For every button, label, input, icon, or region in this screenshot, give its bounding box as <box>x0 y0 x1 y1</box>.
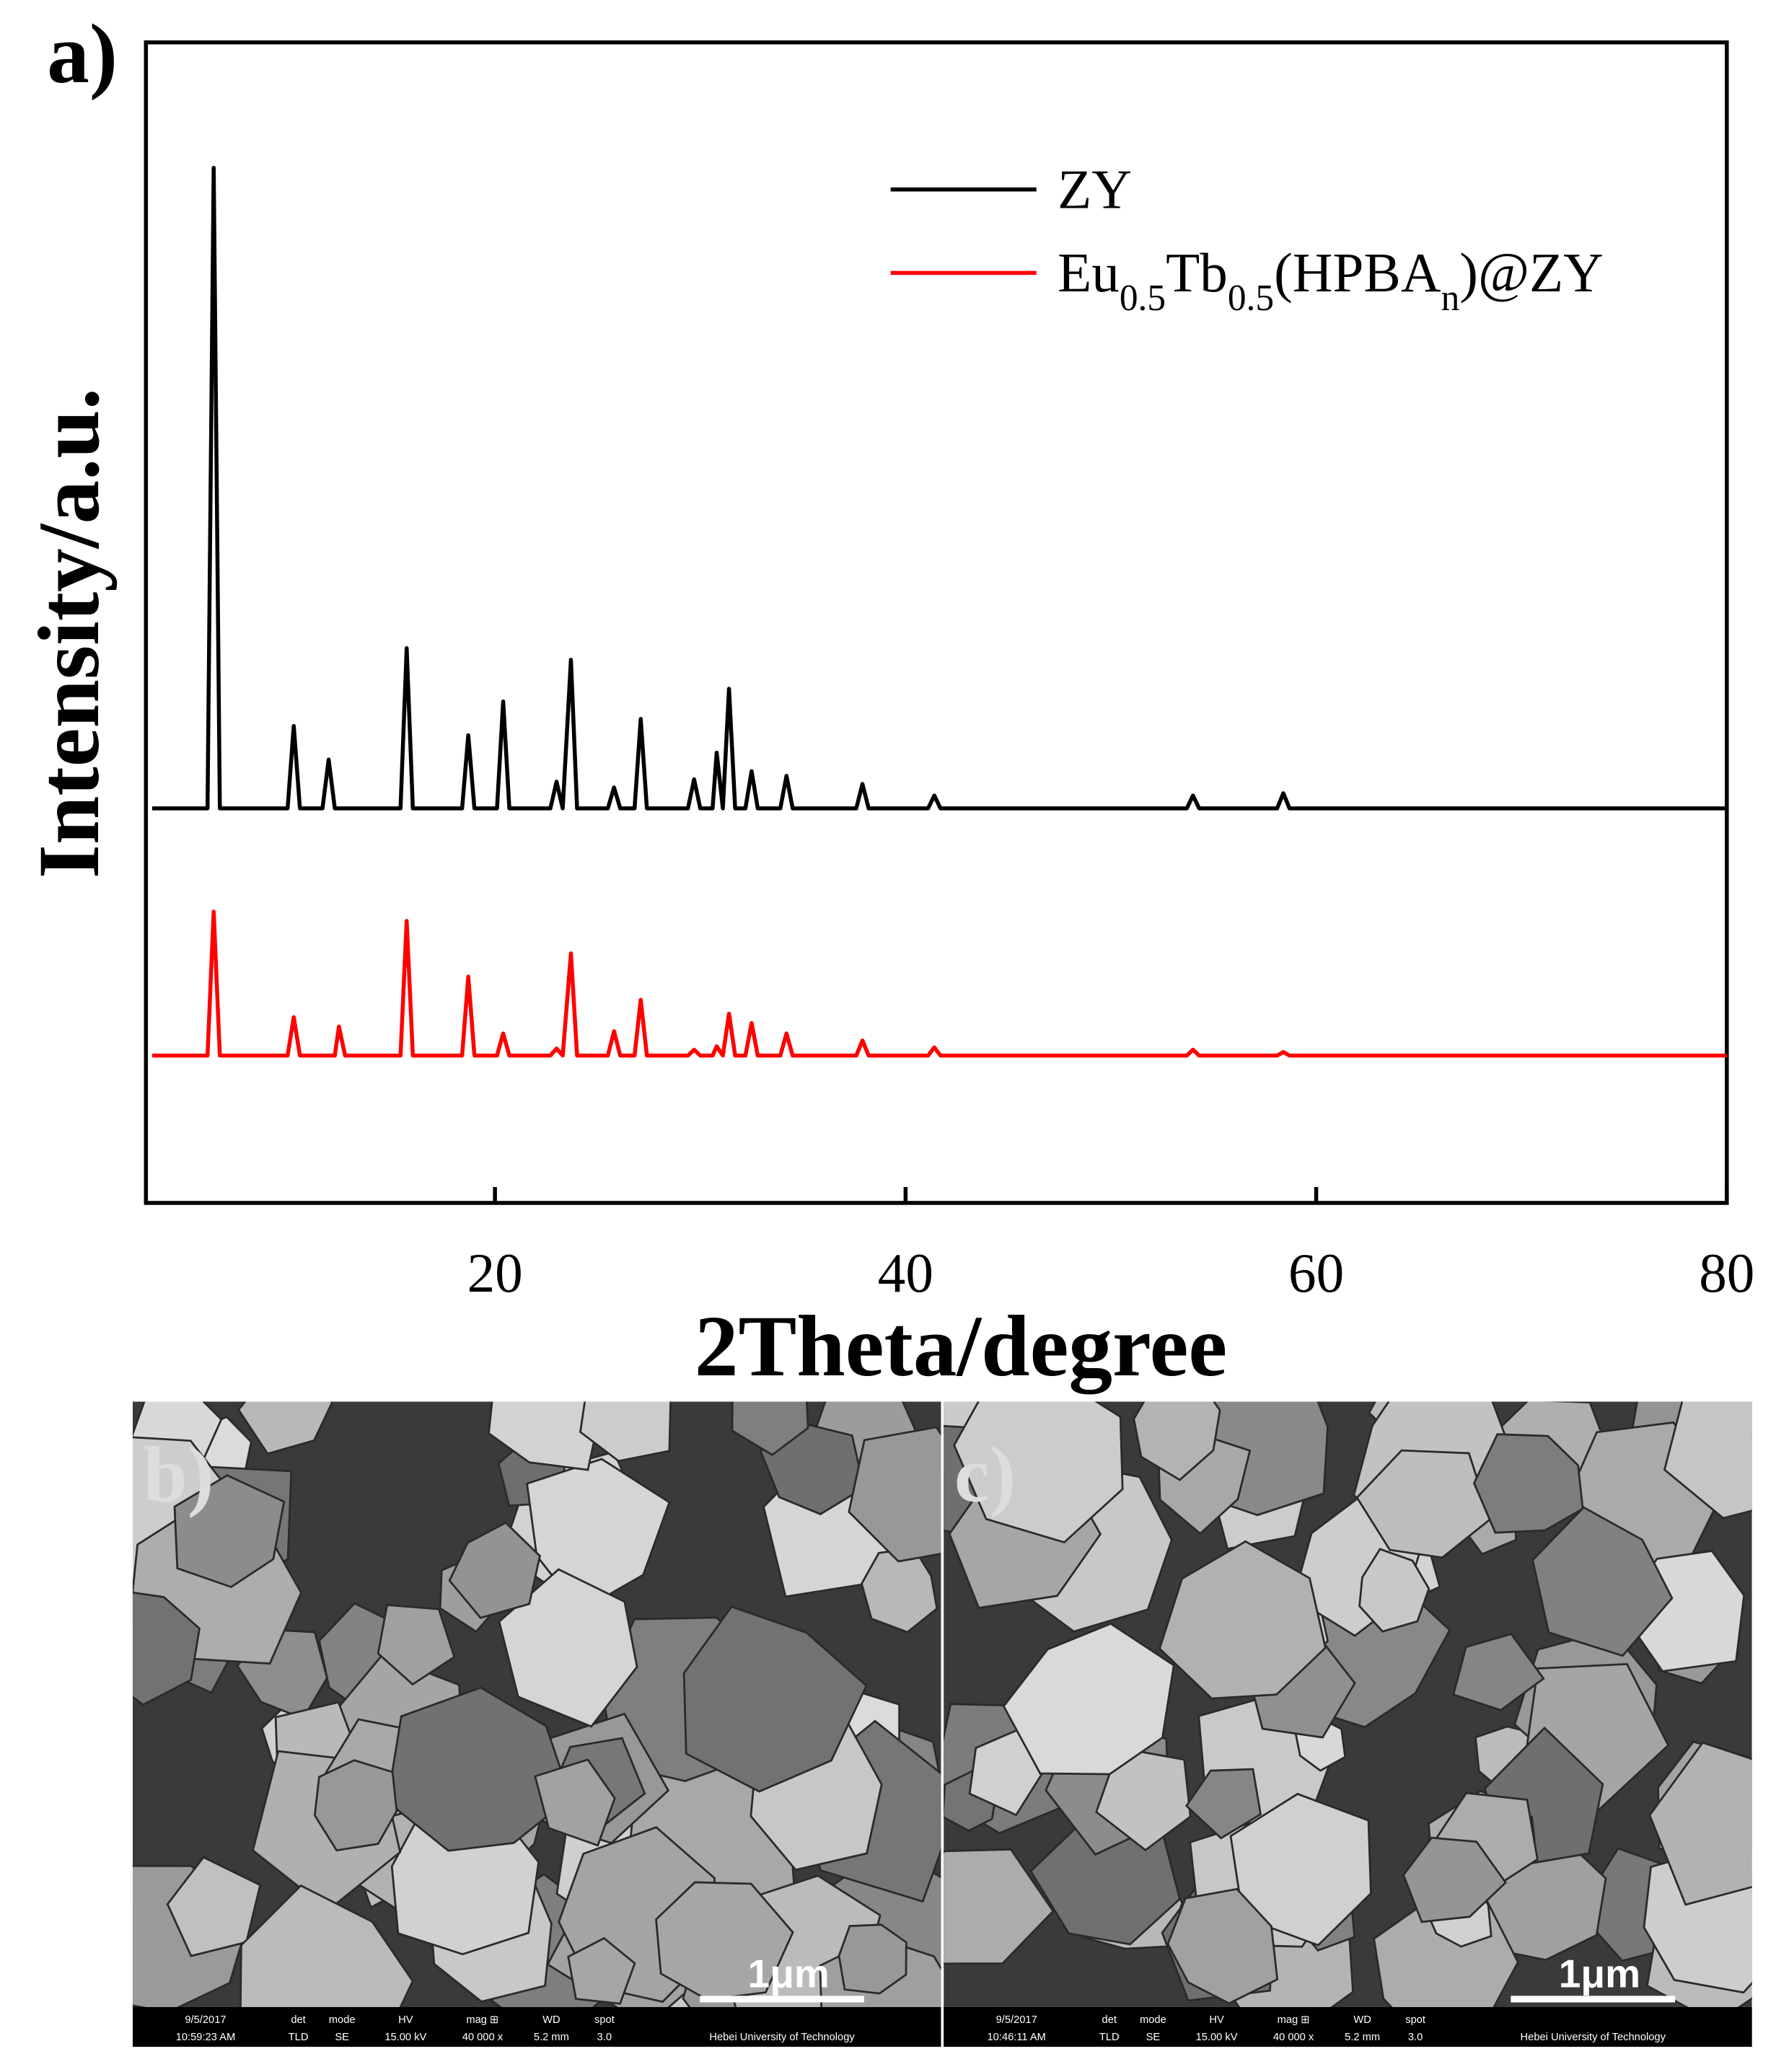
crystal <box>1648 1741 1752 1906</box>
crystal <box>953 1401 1124 1544</box>
x-axis-title: 2Theta/degree <box>695 1298 1227 1395</box>
crystal <box>1358 1548 1430 1633</box>
info-header: mag ⊞ <box>1278 2014 1310 2026</box>
crystal <box>1133 1401 1221 1481</box>
crystal <box>1159 1540 1327 1700</box>
info-value: 5.2 mm <box>1345 2032 1380 2043</box>
info-bar <box>132 2006 941 2047</box>
crystal <box>239 1884 414 2007</box>
crystal <box>1166 1887 1279 2005</box>
info-header: HV <box>1209 2014 1224 2026</box>
info-value: 5.2 mm <box>534 2032 569 2043</box>
plot-frame <box>144 40 1729 1205</box>
legend-text-part: (HPBA <box>1274 242 1441 304</box>
info-header: spot <box>594 2014 615 2026</box>
crystal <box>1002 1622 1175 1776</box>
crystal <box>838 1923 907 1995</box>
info-value: 40 000 x <box>462 2032 504 2043</box>
crystal <box>386 1686 572 1852</box>
crystal <box>534 1758 616 1847</box>
crystal <box>944 1848 1055 1965</box>
legend-text-part: 0.5 <box>1120 278 1166 319</box>
crystal <box>848 1426 941 1563</box>
y-axis-title: Intensity/a.u. <box>21 388 118 878</box>
legend-text-part: )@ZY <box>1459 242 1604 304</box>
info-value: 3.0 <box>1408 2032 1423 2043</box>
info-institution: Hebei University of Technology <box>709 2032 855 2043</box>
info-value: 3.0 <box>597 2032 612 2043</box>
info-value: SE <box>335 2032 349 2043</box>
scale-bar-label: 1μm <box>748 1951 830 1996</box>
line-series <box>151 165 1727 811</box>
line-series <box>151 909 1727 1058</box>
panel-label: b) <box>144 1430 214 1518</box>
info-header: det <box>291 2014 305 2026</box>
crystal <box>498 1568 638 1728</box>
crystal <box>173 1474 286 1589</box>
crystal <box>1452 1633 1545 1711</box>
legend-text-part: 0.5 <box>1228 278 1274 319</box>
panel-label: c) <box>954 1430 1016 1518</box>
info-header: HV <box>398 2014 413 2026</box>
legend-label: Eu0.5Tb0.5(HPBAn)@ZY <box>1058 242 1604 319</box>
crystal <box>1095 1746 1192 1852</box>
info-value: 40 000 x <box>1273 2032 1314 2043</box>
sem-image <box>944 1401 1752 2007</box>
info-header: spot <box>1405 2014 1425 2026</box>
crystal <box>132 1591 201 1706</box>
info-institution: Hebei University of Technology <box>1521 2032 1666 2043</box>
info-value: 15.00 kV <box>384 2032 426 2043</box>
scale-bar-label: 1μm <box>1559 1951 1640 1996</box>
panel-label: a) <box>47 7 118 101</box>
crystal <box>1663 1401 1752 1520</box>
x-tick-label: 40 <box>878 1242 933 1304</box>
crystal <box>1402 1836 1508 1923</box>
crystal <box>1472 1433 1584 1534</box>
crystal <box>567 1936 636 2005</box>
crystal <box>655 1881 794 2001</box>
info-value: SE <box>1146 2032 1161 2043</box>
info-date: 9/5/2017 <box>185 2014 226 2026</box>
info-date: 9/5/2017 <box>996 2014 1037 2026</box>
info-value: 15.00 kV <box>1196 2032 1238 2043</box>
legend-text-part: Eu <box>1058 242 1120 304</box>
crystal <box>682 1605 868 1793</box>
info-header: mode <box>1140 2014 1166 2026</box>
info-header: WD <box>542 2014 560 2026</box>
x-tick-label: 60 <box>1288 1242 1344 1304</box>
legend-text-part: Tb <box>1166 242 1228 304</box>
crystal <box>488 1401 602 1471</box>
crystal <box>448 1521 541 1619</box>
crystal <box>166 1856 262 1957</box>
x-tick-label: 20 <box>467 1242 523 1304</box>
crystal <box>579 1401 672 1463</box>
crystal <box>1531 1506 1674 1657</box>
crystal <box>237 1401 333 1455</box>
crystal <box>731 1401 809 1457</box>
sem-image <box>132 1401 941 2007</box>
info-bar <box>944 2006 1752 2047</box>
info-header: mode <box>329 2014 356 2026</box>
info-time: 10:59:23 AM <box>176 2032 235 2043</box>
info-value: TLD <box>1099 2032 1120 2043</box>
legend-text-part: ZY <box>1058 158 1132 220</box>
crystal <box>860 1547 938 1634</box>
info-value: TLD <box>289 2032 309 2043</box>
info-header: mag ⊞ <box>466 2014 498 2026</box>
info-header: WD <box>1353 2014 1371 2026</box>
crystal <box>377 1604 456 1686</box>
x-tick-label: 80 <box>1699 1242 1754 1304</box>
legend-label: ZY <box>1058 158 1132 220</box>
legend-text-part: n <box>1441 278 1460 319</box>
info-time: 10:46:11 AM <box>987 2032 1045 2043</box>
crystal <box>1184 1768 1262 1840</box>
info-header: det <box>1102 2014 1117 2026</box>
crystal <box>313 1759 398 1852</box>
